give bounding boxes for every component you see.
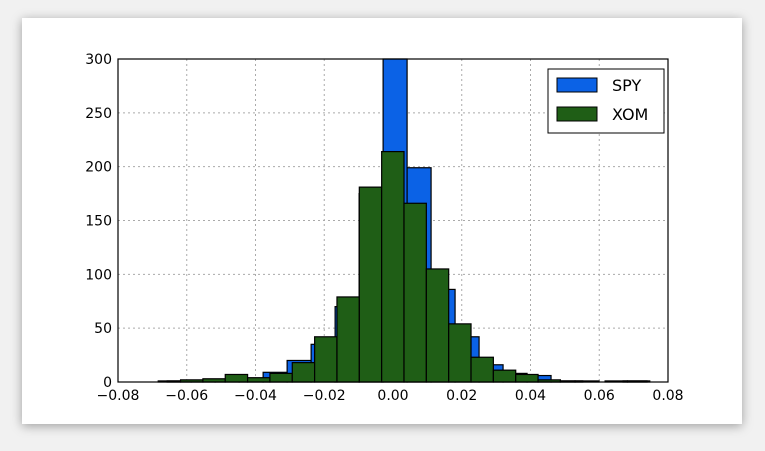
x-tick-label: −0.02 [303,388,346,404]
bar-xom [246,377,271,383]
bar-xom [515,373,539,383]
y-tick-label: 100 [85,267,112,283]
plot-frame [117,58,669,383]
bar-xom [291,362,316,383]
y-tick-label: 200 [85,160,112,176]
bar-xom [314,336,338,383]
x-tick-label: 0.02 [446,388,477,404]
bar-xom [269,372,293,383]
legend-label-xom: XOM [612,105,648,124]
bar-xom [470,356,494,383]
x-tick-label: 0.00 [377,388,408,404]
x-tick-label: 0.04 [515,388,546,404]
x-tick-label: −0.06 [165,388,208,404]
bar-xom [336,296,360,383]
legend: SPY XOM [547,68,665,134]
bar-xom [425,268,450,383]
bar-xom [492,369,517,383]
y-tick-label: 150 [85,214,112,230]
x-tick-label: −0.04 [234,388,277,404]
y-tick-label: 250 [85,106,112,122]
x-tick-label: −0.08 [97,388,140,404]
legend-swatch-spy [556,77,598,93]
legend-label-spy: SPY [612,76,641,95]
ticks: −0.08 −0.06 −0.04 −0.02 0.00 0.02 0.04 0.06 0.08… [85,52,683,404]
bar-xom [448,323,472,383]
x-tick-label: 0.08 [652,388,683,404]
x-tick-label: 0.06 [584,388,615,404]
y-tick-label: 50 [94,321,112,337]
legend-swatch-xom [556,106,598,122]
bar-xom [381,150,405,383]
y-tick-label: 300 [85,52,112,68]
bar-xom [224,373,249,383]
bar-xom [358,186,383,383]
bar-xom [403,202,427,383]
y-tick-label: 0 [103,375,112,391]
